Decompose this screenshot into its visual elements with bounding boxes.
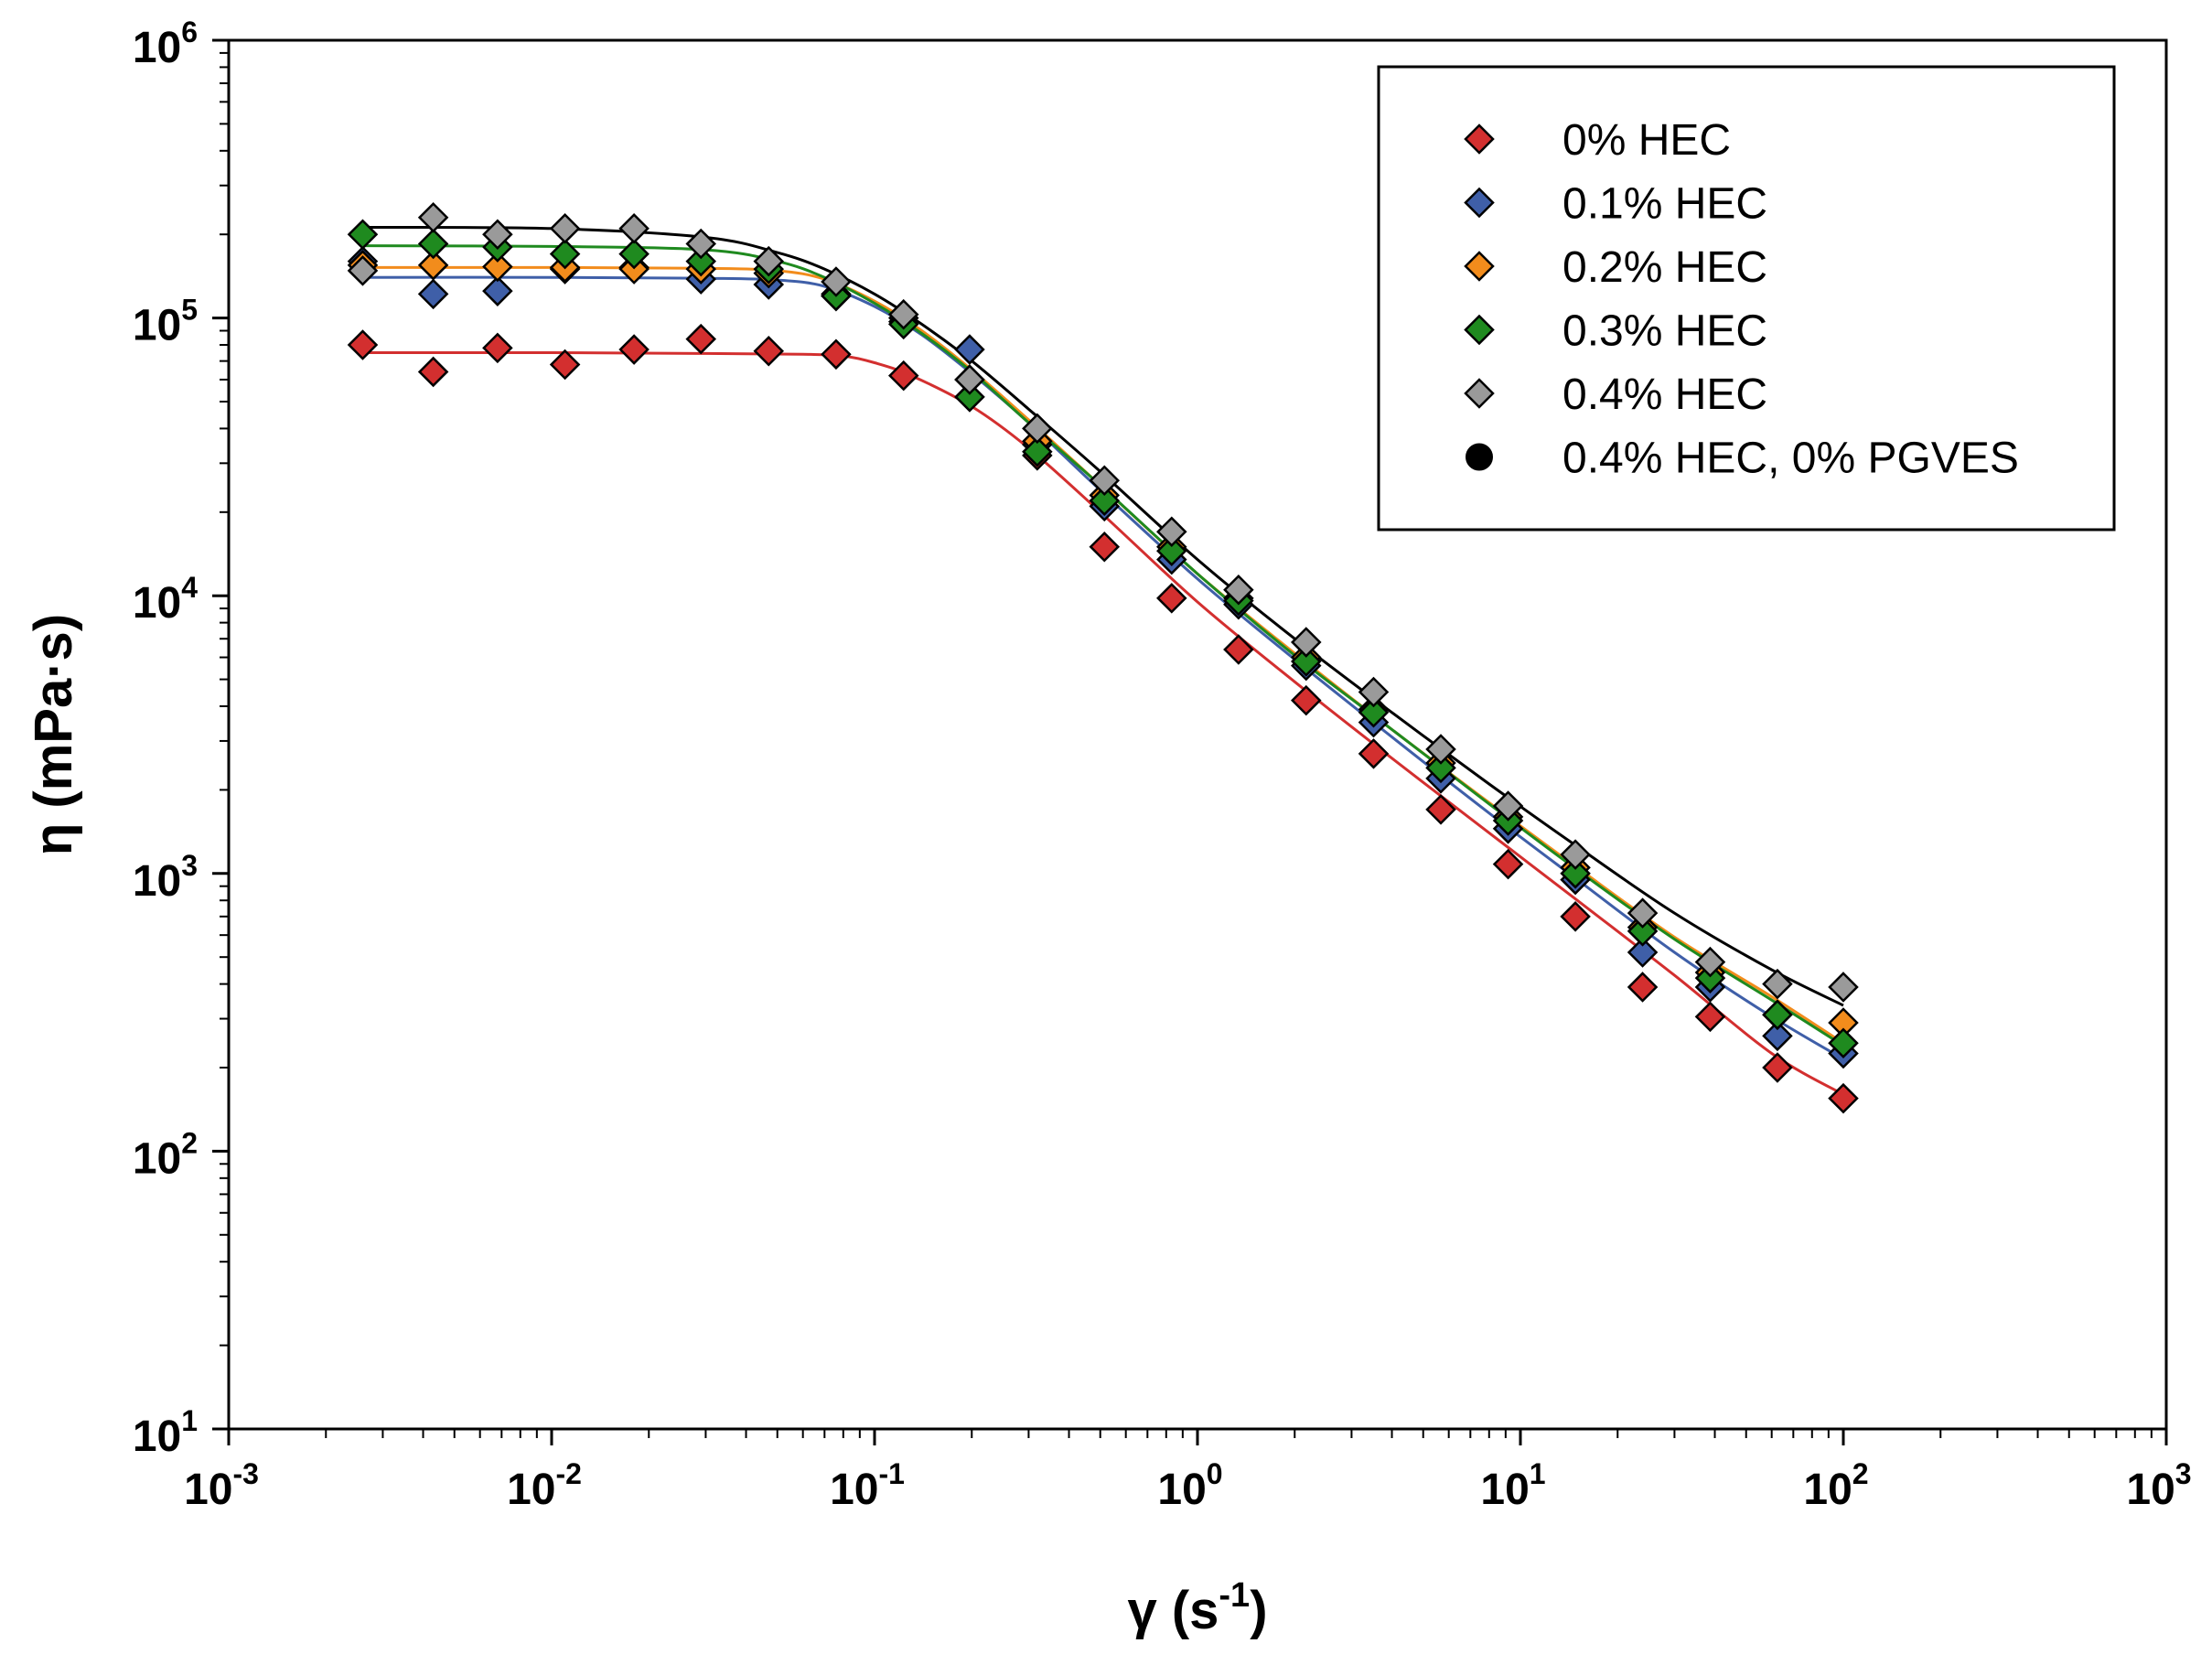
- data-point-s0-16: [1425, 794, 1456, 825]
- data-point-s3-14: [1291, 646, 1322, 677]
- data-point-s0-5: [685, 323, 716, 355]
- data-point-s3-9: [954, 381, 985, 413]
- data-point-s3-15: [1358, 697, 1390, 728]
- data-point-s0-8: [887, 360, 919, 392]
- data-point-s4-1: [417, 202, 449, 233]
- data-point-s3-1: [417, 228, 449, 260]
- data-point-s4-0: [347, 255, 379, 286]
- data-point-s3-16: [1425, 752, 1456, 784]
- data-point-s3-18: [1560, 858, 1591, 889]
- data-point-s3-21: [1762, 999, 1793, 1030]
- y-tick-label-5: 106: [133, 16, 198, 72]
- y-tick-label-4: 105: [133, 294, 198, 350]
- data-point-s3-20: [1694, 962, 1726, 993]
- data-point-s4-7: [821, 266, 852, 297]
- data-point-s3-0: [347, 219, 379, 250]
- axes: 10-3 10-2 10-1 100 101 102 103 101 102 103 104 105 1…: [133, 16, 2192, 1514]
- legend-box: [1377, 65, 2116, 532]
- data-point-s0-22: [1828, 1082, 1859, 1114]
- data-point-s3-22: [1828, 1027, 1859, 1059]
- data-point-s4-21: [1762, 968, 1793, 1000]
- legend-label-5: 0.4% HEC, 0% PGVES: [1562, 435, 2019, 483]
- data-point-s0-1: [417, 356, 449, 388]
- data-point-s4-13: [1223, 574, 1254, 606]
- data-point-s1-1: [417, 278, 449, 310]
- data-point-s1-19: [1627, 937, 1659, 968]
- legend-marker-1: [1464, 187, 1495, 219]
- legend-label-3: 0.3% HEC: [1562, 307, 1767, 356]
- legend-marker-3: [1464, 314, 1495, 346]
- data-point-s0-2: [482, 332, 513, 364]
- data-point-s4-10: [1022, 413, 1053, 445]
- data-point-s0-0: [347, 329, 379, 360]
- x-tick-label-5: 102: [1803, 1457, 1868, 1514]
- data-point-s1-2: [482, 275, 513, 306]
- legend-marker-0: [1464, 124, 1495, 155]
- data-point-s0-14: [1291, 684, 1322, 716]
- data-point-s0-15: [1358, 738, 1390, 769]
- legend-marker-5: [1466, 443, 1493, 471]
- data-point-s4-17: [1492, 790, 1524, 822]
- data-point-s3-3: [549, 238, 581, 270]
- data-point-s4-4: [618, 213, 650, 244]
- data-point-s4-22: [1828, 972, 1859, 1003]
- data-point-s2-1: [417, 250, 449, 281]
- legend-label-0: 0% HEC: [1562, 116, 1731, 165]
- data-point-s3-11: [1089, 485, 1121, 517]
- y-tick-label-2: 103: [133, 849, 198, 906]
- data-point-s4-14: [1291, 627, 1322, 658]
- data-point-s0-3: [549, 349, 581, 381]
- y-axis-title: η (mPa·s): [24, 614, 83, 855]
- x-tick-label-0: 10-3: [184, 1457, 259, 1514]
- data-point-s4-3: [549, 213, 581, 244]
- data-point-s3-12: [1156, 535, 1187, 566]
- legend-label-2: 0.2% HEC: [1562, 243, 1767, 292]
- data-point-s3-4: [618, 238, 650, 270]
- data-point-s4-6: [753, 245, 785, 277]
- x-tick-label-6: 103: [2126, 1457, 2191, 1514]
- x-tick-label-3: 100: [1157, 1457, 1222, 1514]
- data-point-s0-13: [1223, 634, 1254, 665]
- y-tick-label-0: 101: [133, 1404, 198, 1461]
- data-point-s2-2: [482, 251, 513, 283]
- legend-label-4: 0.4% HEC: [1562, 371, 1767, 419]
- data-point-s4-2: [482, 219, 513, 250]
- data-point-s4-9: [954, 364, 985, 395]
- data-point-s4-11: [1089, 465, 1121, 496]
- data-point-s0-4: [618, 334, 650, 365]
- data-point-s1-9: [954, 334, 985, 365]
- data-point-s0-18: [1560, 901, 1591, 932]
- data-point-s4-15: [1358, 676, 1390, 708]
- data-point-s3-5: [685, 245, 716, 277]
- data-point-s4-5: [685, 228, 716, 260]
- x-tick-label-1: 10-2: [507, 1457, 582, 1514]
- legend: 0% HEC 0.1% HEC 0.2% HEC 0.3% HEC 0.4% HEC 0.…: [1377, 65, 2116, 532]
- data-point-s0-19: [1627, 972, 1659, 1003]
- data-point-s0-7: [821, 338, 852, 371]
- y-tick-label-1: 102: [133, 1126, 198, 1183]
- x-tick-label-2: 10-1: [830, 1457, 905, 1514]
- data-point-s4-16: [1425, 734, 1456, 765]
- data-point-s0-11: [1089, 531, 1121, 563]
- x-axis-title: γ (s-1): [1127, 1576, 1267, 1640]
- y-tick-label-3: 104: [133, 571, 198, 628]
- data-point-s4-19: [1627, 897, 1659, 929]
- data-point-s4-8: [887, 298, 919, 330]
- data-point-s3-10: [1022, 436, 1053, 467]
- data-point-s0-17: [1492, 848, 1524, 880]
- data-point-s3-19: [1627, 916, 1659, 947]
- legend-label-1: 0.1% HEC: [1562, 180, 1767, 229]
- legend-marker-4: [1464, 378, 1495, 409]
- data-point-s4-18: [1560, 839, 1591, 870]
- legend-marker-2: [1464, 251, 1495, 282]
- data-point-s0-6: [753, 336, 785, 367]
- data-point-s0-12: [1156, 583, 1187, 614]
- data-point-s4-20: [1694, 946, 1726, 978]
- data-point-s4-12: [1156, 516, 1187, 548]
- data-point-s0-20: [1694, 1001, 1726, 1033]
- data-point-s0-21: [1762, 1052, 1793, 1083]
- data-point-s1-21: [1762, 1020, 1793, 1052]
- x-tick-label-4: 101: [1480, 1457, 1545, 1514]
